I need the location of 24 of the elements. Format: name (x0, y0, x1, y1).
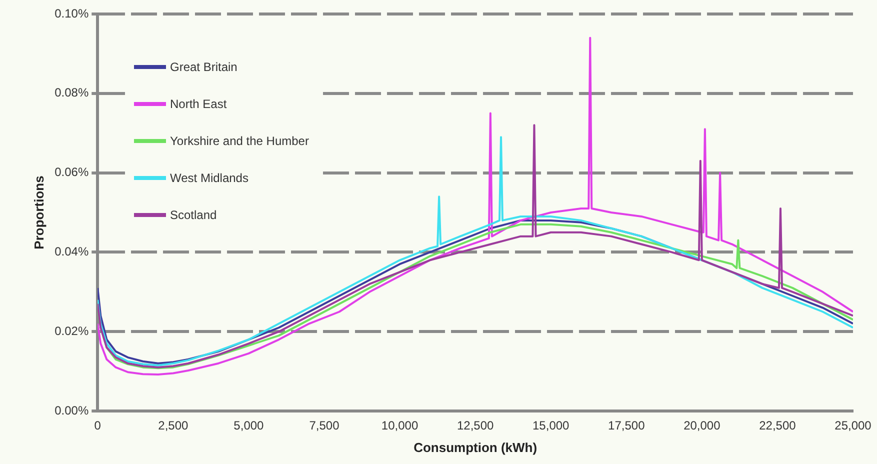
legend-label: Great Britain (170, 60, 238, 74)
x-tick-label: 22,500 (759, 418, 796, 433)
legend-label: North East (170, 96, 227, 110)
x-tick-label: 0 (94, 418, 102, 433)
x-tick-label: 20,000 (684, 418, 721, 433)
x-tick-label: 15,000 (532, 418, 570, 433)
y-tick-label: 0.10% (54, 6, 89, 20)
x-axis-title: Consumption (kWh) (414, 440, 538, 455)
x-tick-label: 7,500 (309, 418, 340, 433)
x-tick-label: 25,000 (834, 418, 872, 433)
y-tick-label: 0.02% (54, 324, 89, 338)
y-axis-title: Proportions (31, 176, 46, 250)
legend-label: Yorkshire and the Humber (170, 134, 309, 148)
x-tick-label: 10,000 (381, 418, 418, 433)
legend-label: West Midlands (170, 170, 248, 184)
y-tick-label: 0.08% (54, 86, 89, 100)
y-tick-label: 0.00% (54, 403, 89, 418)
x-tick-label: 2,500 (158, 418, 189, 433)
x-tick-label: 17,500 (608, 418, 646, 433)
y-tick-label: 0.06% (54, 165, 89, 180)
y-tick-label: 0.04% (54, 244, 89, 259)
x-tick-label: 5,000 (234, 418, 264, 433)
legend-label: Scotland (170, 208, 217, 222)
x-tick-label: 12,500 (456, 418, 494, 433)
